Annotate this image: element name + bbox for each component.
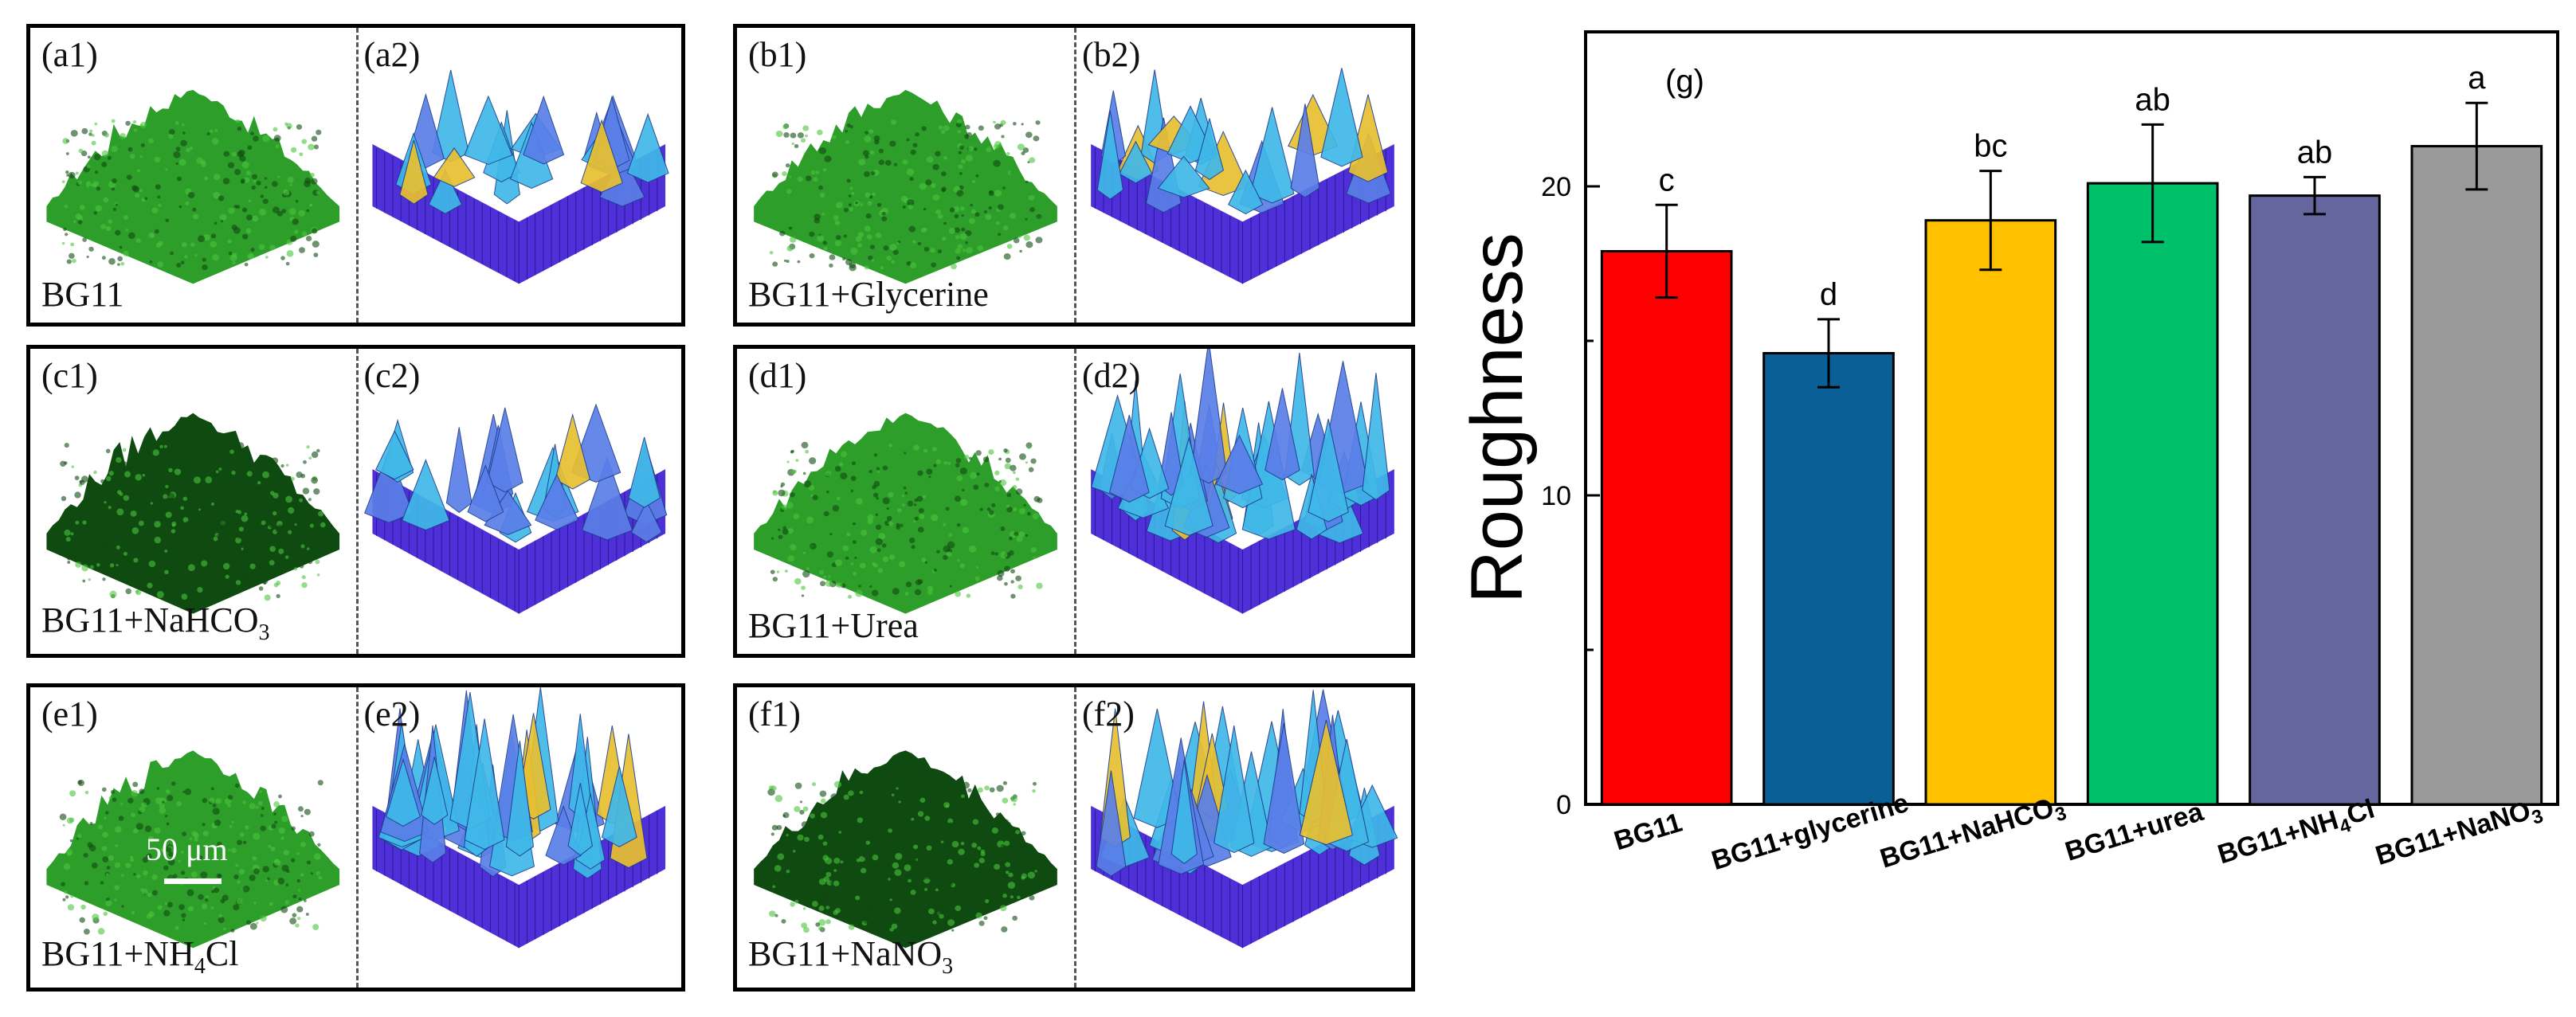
bar-1 [1762,352,1895,806]
x-tick-subscript: 3 [2529,805,2546,829]
significance-label: c [1659,162,1675,198]
bar-5 [2410,145,2543,806]
mesh-plot-image [371,69,669,284]
right-label: (e2) [363,694,421,733]
right-label: (b2) [1082,35,1141,74]
right-label: (c2) [363,356,421,395]
caption-main: BG11+NH [41,934,194,974]
left-label: (a1) [41,35,98,74]
mesh-plot-image [363,403,667,614]
x-tick-main: BG11 [1610,808,1685,857]
left-label: (e1) [41,694,98,733]
significance-label: ab [2297,135,2333,170]
caption-main: BG11+NaHCO [41,600,259,640]
panel-caption: BG11+Urea [748,606,919,645]
panel-divider [355,349,359,654]
significance-label: ab [2135,82,2170,117]
significance-label: a [2468,61,2486,96]
bar-3 [2086,182,2219,806]
y-tick-label: 20 [1541,172,1571,202]
surface-image [46,89,340,284]
significance-label: bc [1974,129,2007,164]
caption-subscript: 4 [194,954,206,979]
x-tick-subscript: 3 [2053,803,2069,827]
bar-0 [1600,249,1733,806]
significance-label: d [1820,277,1837,312]
panel-caption: BG11+Glycerine [748,275,989,314]
left-label: (d1) [748,356,807,395]
surface-image [46,413,340,614]
panel-divider [355,687,359,988]
left-label: (b1) [748,35,807,74]
panel-divider [355,28,359,323]
right-label: (f2) [1082,694,1135,733]
afm-panel-5: (e1) (e2) BG11+NH4Cl 50 μm [26,683,685,992]
x-tick-label: BG11+urea [2061,796,2207,867]
panel-caption: BG11+NH4Cl [41,933,238,980]
x-tick-main: BG11+NH [2214,804,2342,870]
y-tick-label: 0 [1556,790,1571,820]
mesh-plot-image [371,687,665,949]
afm-panel-6: (f1) (f2) BG11+NaNO3 [733,683,1415,992]
panel-caption: BG11+NaHCO3 [41,600,270,646]
y-axis-label: Roughness [1457,233,1538,603]
roughness-bar-chart: 01020Roughness(g)cBG11dBG11+glycerinebcB… [1457,30,2559,876]
mesh-plot-image [1091,349,1394,614]
scale-bar [164,878,222,884]
panel-divider [1074,687,1076,988]
surface-image [754,750,1057,949]
x-tick-main: BG11+urea [2061,796,2207,867]
plot-frame [1584,30,2559,806]
right-label: (a2) [363,35,421,74]
mesh-plot-image [1091,68,1394,284]
panel-caption: BG11+NaNO3 [748,933,953,980]
surface-image [46,750,340,949]
x-tick-label: BG11 [1610,808,1685,857]
mesh-plot-image [1091,689,1398,949]
panel-divider [1074,349,1076,654]
surface-image [754,413,1057,614]
caption-main: BG11+NaNO [748,934,943,974]
afm-panel-4: (d1) (d2) BG11+Urea [733,345,1415,658]
bar-2 [1924,219,2057,806]
caption-subscript: 3 [942,954,954,979]
bar-4 [2249,194,2381,806]
afm-panel-2: (b1) (b2) BG11+Glycerine [733,24,1415,327]
x-tick-main: BG11+NaNO [2372,796,2535,871]
afm-panel-3: (c1) (c2) BG11+NaHCO3 [26,345,685,658]
left-label: (f1) [748,694,801,733]
scale-bar-label: 50 μm [146,831,228,867]
chart-panel-label: (g) [1665,64,1704,99]
y-tick-label: 10 [1541,481,1571,511]
caption-subscript: 3 [258,620,270,645]
panel-caption: BG11 [41,275,124,314]
afm-panel-1: (a1) (a2) BG11 [26,24,685,327]
left-label: (c1) [41,356,98,395]
right-label: (d2) [1082,356,1141,395]
surface-image [754,89,1057,284]
panel-divider [1074,28,1076,323]
caption-tail: Cl [205,934,239,974]
